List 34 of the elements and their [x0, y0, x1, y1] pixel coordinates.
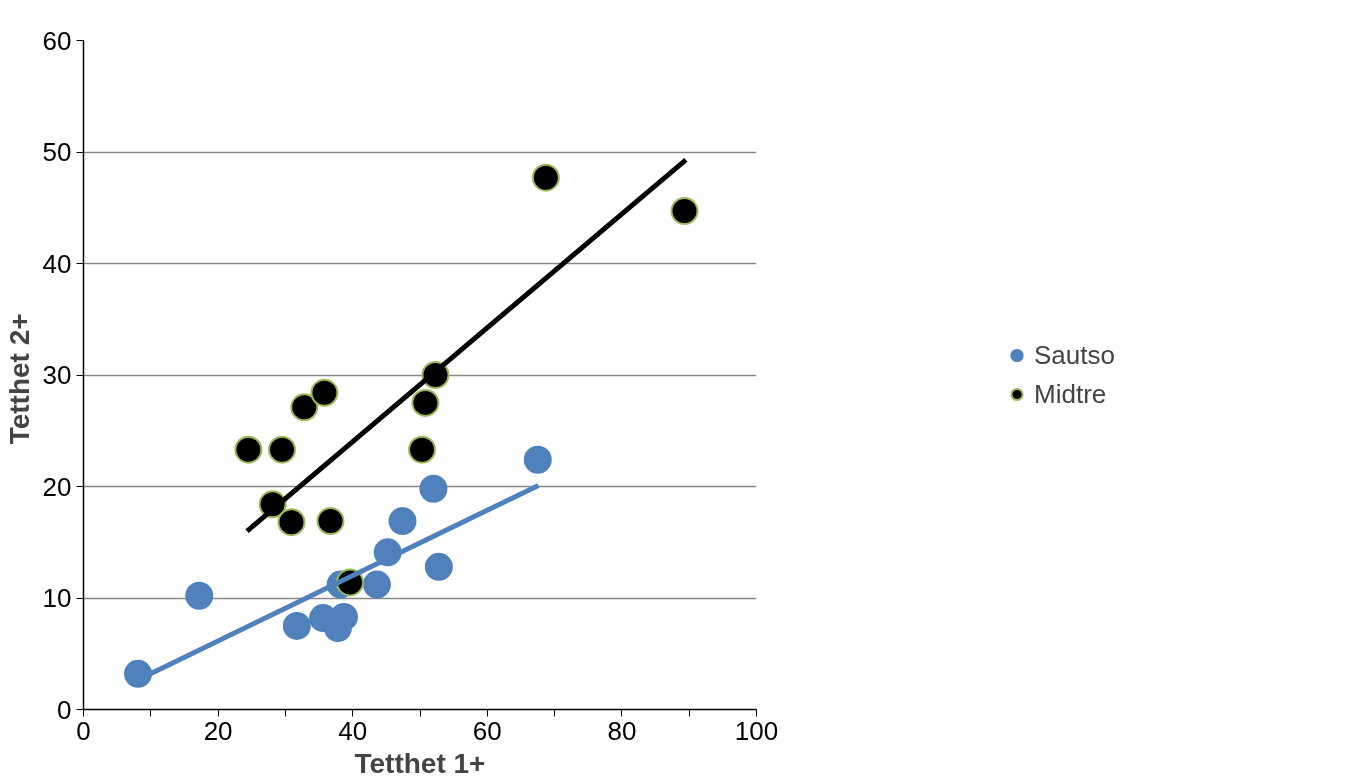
point	[419, 474, 448, 503]
x-tick-label: 20	[203, 715, 233, 746]
y-tick-label: 40	[42, 248, 72, 279]
point	[282, 611, 311, 640]
x-tick-label: 60	[472, 715, 502, 746]
point	[670, 197, 699, 226]
point	[290, 393, 319, 422]
point	[316, 507, 345, 536]
y-tick-label: 0	[57, 694, 72, 725]
x-tick-label: 80	[607, 715, 637, 746]
y-tick-label: 50	[42, 137, 72, 167]
point	[185, 581, 214, 610]
point	[362, 570, 391, 599]
y-tick-label: 10	[42, 583, 72, 613]
y-tick-label: 20	[42, 471, 72, 502]
point	[277, 508, 306, 537]
legend-label: Midtre	[1034, 378, 1107, 410]
y-tick-label: 30	[42, 360, 72, 390]
point	[388, 507, 417, 536]
point	[408, 435, 437, 464]
point	[310, 378, 339, 407]
point	[531, 163, 560, 192]
x-tick-label: 0	[76, 715, 91, 746]
point	[268, 435, 297, 464]
x-tick-label: 40	[338, 715, 368, 746]
x-axis-title: Tetthet 1+	[354, 747, 486, 779]
point	[411, 388, 440, 417]
y-axis-title: Tetthet 2+	[3, 313, 35, 445]
y-tick-label: 60	[42, 25, 72, 56]
point	[234, 435, 263, 464]
point	[424, 552, 453, 581]
x-tick-label: 100	[734, 715, 779, 746]
point	[523, 445, 552, 474]
legend-label: Sautso	[1034, 339, 1115, 371]
